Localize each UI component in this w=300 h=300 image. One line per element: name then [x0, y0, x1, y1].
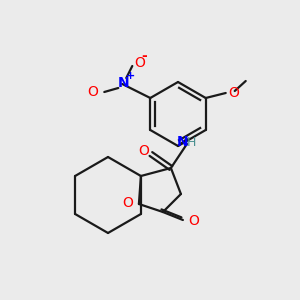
- Text: O: O: [134, 56, 145, 70]
- Text: N: N: [118, 76, 129, 90]
- Text: O: O: [139, 144, 149, 158]
- Text: H: H: [187, 136, 196, 148]
- Text: O: O: [87, 85, 98, 99]
- Text: -: -: [141, 49, 147, 63]
- Text: N: N: [177, 135, 189, 149]
- Text: O: O: [229, 86, 240, 100]
- Text: +: +: [126, 71, 135, 81]
- Text: O: O: [188, 214, 199, 228]
- Text: O: O: [122, 196, 133, 210]
